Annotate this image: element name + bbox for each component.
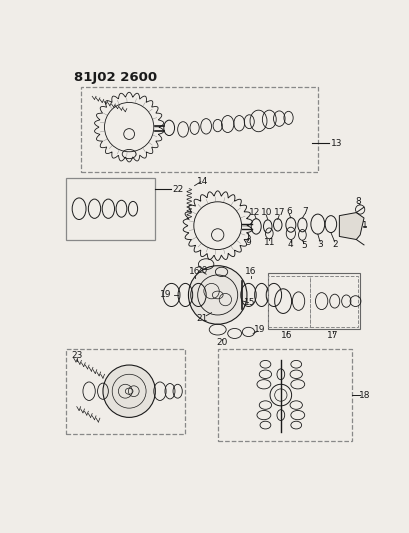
Circle shape bbox=[103, 365, 155, 417]
Bar bbox=[218, 349, 353, 441]
Bar bbox=[310, 276, 358, 327]
Text: 20: 20 bbox=[216, 338, 227, 347]
Bar bbox=[268, 276, 310, 327]
Text: 6: 6 bbox=[286, 207, 292, 216]
Text: 17: 17 bbox=[328, 330, 339, 340]
Text: 23: 23 bbox=[71, 351, 83, 360]
Circle shape bbox=[189, 265, 247, 324]
Text: 10: 10 bbox=[261, 208, 272, 217]
Text: 7: 7 bbox=[302, 207, 308, 216]
Text: 16: 16 bbox=[281, 330, 293, 340]
Text: 14: 14 bbox=[197, 176, 208, 185]
Text: 15: 15 bbox=[244, 298, 256, 307]
Bar bbox=[268, 273, 360, 329]
Text: 2: 2 bbox=[332, 240, 337, 248]
Bar bbox=[66, 178, 155, 239]
Text: 11: 11 bbox=[263, 238, 275, 247]
Text: 16: 16 bbox=[245, 268, 256, 276]
Text: 19: 19 bbox=[254, 325, 266, 334]
Text: 20: 20 bbox=[197, 266, 208, 275]
Text: 17: 17 bbox=[274, 208, 285, 217]
Bar bbox=[66, 349, 185, 433]
Text: 3: 3 bbox=[317, 240, 323, 248]
Text: 13: 13 bbox=[331, 139, 343, 148]
Text: 1: 1 bbox=[362, 221, 368, 230]
Text: 9: 9 bbox=[246, 238, 252, 247]
Text: 5: 5 bbox=[301, 241, 307, 250]
Text: 16: 16 bbox=[189, 268, 200, 276]
Text: 22: 22 bbox=[172, 185, 183, 194]
Polygon shape bbox=[339, 213, 364, 239]
Text: 81J02 2600: 81J02 2600 bbox=[74, 71, 157, 84]
Text: 18: 18 bbox=[359, 391, 371, 400]
Text: 21: 21 bbox=[197, 313, 208, 322]
Text: 12: 12 bbox=[249, 208, 261, 217]
Text: 8: 8 bbox=[356, 197, 362, 206]
Text: 4: 4 bbox=[288, 240, 294, 248]
Text: 19: 19 bbox=[160, 290, 171, 300]
Bar bbox=[81, 87, 318, 172]
